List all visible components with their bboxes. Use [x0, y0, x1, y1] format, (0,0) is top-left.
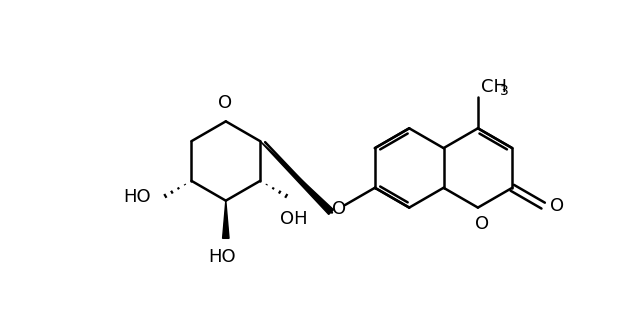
Text: CH: CH: [481, 78, 507, 96]
Text: O: O: [475, 214, 489, 233]
Text: OH: OH: [280, 210, 308, 228]
Polygon shape: [223, 201, 229, 238]
Text: O: O: [550, 197, 564, 214]
Text: O: O: [218, 94, 232, 112]
Polygon shape: [260, 141, 333, 214]
Text: HO: HO: [208, 248, 236, 266]
Text: HO: HO: [124, 188, 151, 206]
Text: O: O: [332, 200, 346, 218]
Text: 3: 3: [500, 84, 509, 98]
